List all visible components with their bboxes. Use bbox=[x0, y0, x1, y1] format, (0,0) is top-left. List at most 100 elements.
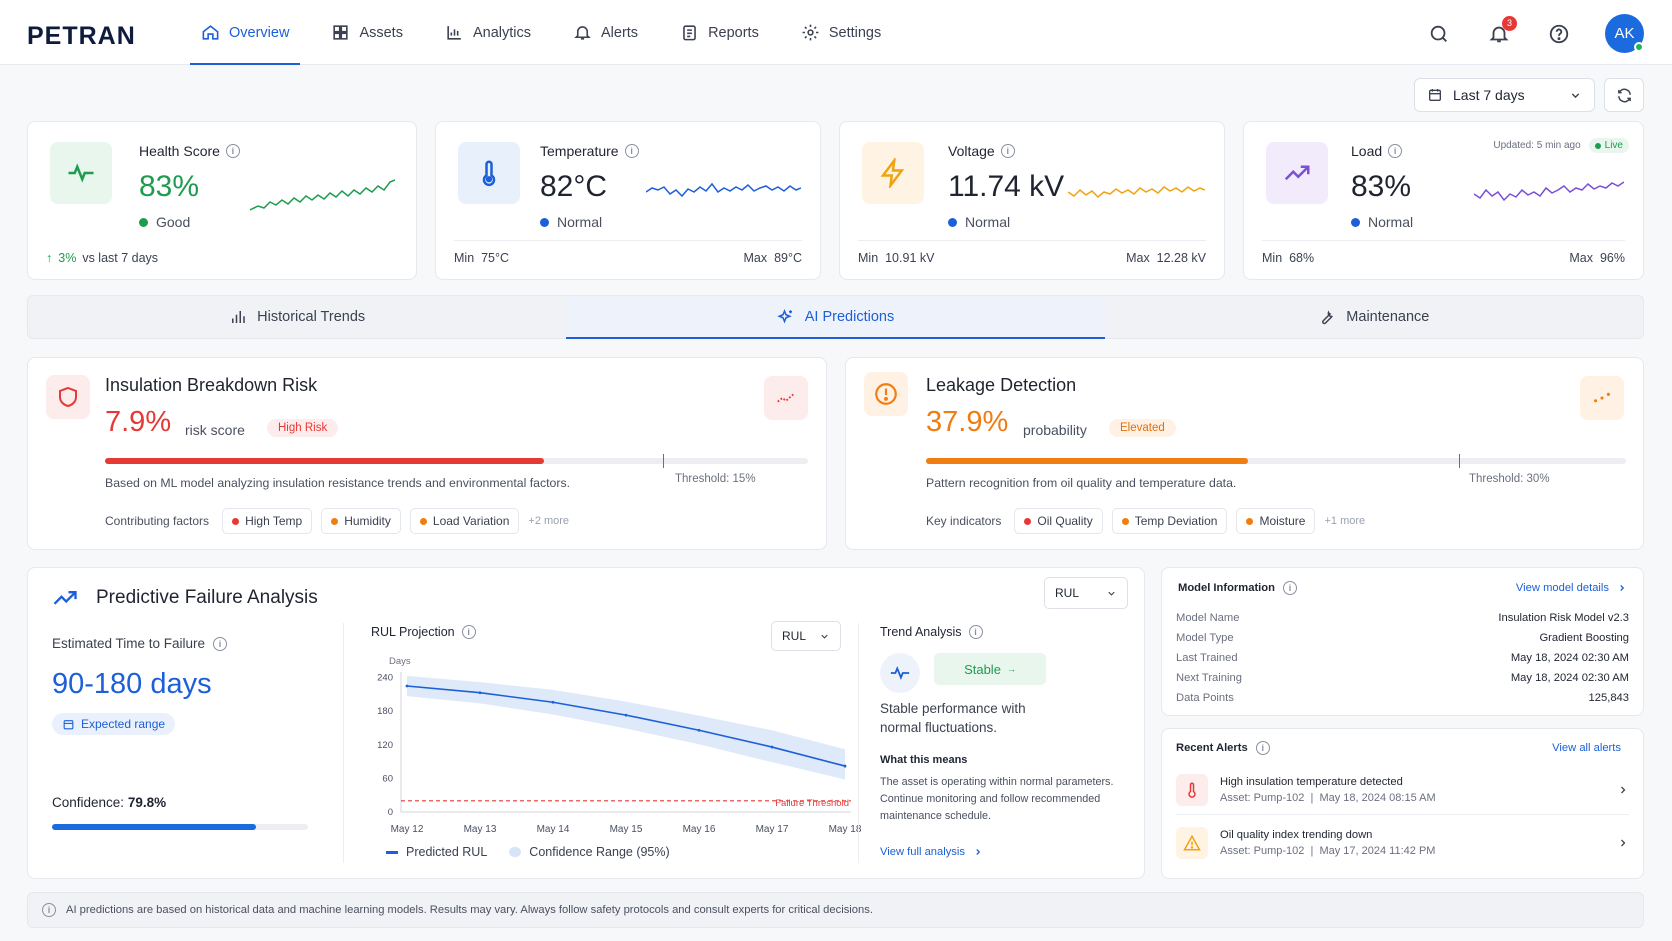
ettf-label: Estimated Time to Failure i bbox=[52, 636, 228, 651]
legend-label: Confidence Range (95%) bbox=[529, 845, 670, 859]
factor-chip[interactable]: Humidity bbox=[321, 508, 401, 534]
info-icon[interactable]: i bbox=[1282, 581, 1297, 595]
brand-logo[interactable]: PETRAN bbox=[27, 22, 136, 50]
trend-value: 3% bbox=[58, 251, 77, 265]
min-value: 75°C bbox=[481, 251, 510, 265]
date-range-value: Last 7 days bbox=[1453, 87, 1525, 103]
threshold-marker bbox=[1459, 454, 1460, 468]
tab-maintenance[interactable]: Maintenance bbox=[1105, 296, 1643, 338]
info-icon[interactable]: i bbox=[624, 144, 639, 158]
info-icon[interactable]: i bbox=[1000, 144, 1015, 158]
factor-chip[interactable]: Oil Quality bbox=[1014, 508, 1103, 534]
x-tick-label: May 18 bbox=[829, 824, 861, 835]
expected-range-text: Expected range bbox=[81, 717, 166, 731]
help-button[interactable] bbox=[1545, 20, 1573, 48]
legend-label: Predicted RUL bbox=[406, 845, 488, 859]
pulse-icon bbox=[68, 163, 94, 183]
rul-select[interactable]: RUL bbox=[771, 621, 841, 651]
view-full-analysis-link[interactable]: View full analysis bbox=[880, 846, 983, 858]
chevron-right-icon bbox=[1621, 839, 1626, 847]
refresh-button[interactable] bbox=[1604, 78, 1644, 112]
rul-legend: Predicted RUL Confidence Range (95%) bbox=[386, 845, 670, 859]
kpi-label: Load i bbox=[1351, 143, 1403, 159]
card-title: Leakage Detection bbox=[926, 375, 1077, 395]
chart-icon bbox=[447, 26, 461, 40]
alert-asset: Asset: Pump-102 bbox=[1220, 845, 1305, 857]
nav-reports[interactable]: Reports bbox=[669, 0, 770, 65]
view-model-details-link[interactable]: View model details bbox=[1516, 582, 1627, 594]
kpi-voltage: Voltage i 11.74 kV Normal Min 10.91 kV M… bbox=[839, 121, 1225, 280]
select-value: RUL bbox=[1055, 586, 1080, 600]
trend-status-text: Stable bbox=[964, 661, 1001, 677]
more-factors-link[interactable]: +2 more bbox=[528, 515, 570, 527]
factors-label: Contributing factors bbox=[105, 514, 210, 528]
notifications-button[interactable]: 3 bbox=[1485, 15, 1517, 48]
scatter-icon-button[interactable] bbox=[1580, 376, 1624, 420]
date-range-select[interactable]: Last 7 days bbox=[1414, 78, 1595, 112]
alert-item[interactable]: Oil quality index trending down Asset: P… bbox=[1176, 818, 1629, 868]
x-tick-label: May 12 bbox=[391, 824, 424, 835]
trend-text: vs last 7 days bbox=[82, 251, 159, 265]
alert-time: May 18, 2024 08:15 AM bbox=[1319, 791, 1436, 804]
search-button[interactable] bbox=[1425, 20, 1453, 48]
factor-chip[interactable]: Temp Deviation bbox=[1111, 508, 1228, 534]
factor-chip[interactable]: High Temp bbox=[222, 508, 313, 534]
sparkles-icon bbox=[776, 308, 792, 324]
trending-up-icon bbox=[1284, 165, 1310, 181]
risk-value: 7.9% bbox=[105, 406, 172, 438]
factor-chip[interactable]: Load Variation bbox=[409, 508, 520, 534]
info-icon[interactable]: i bbox=[1255, 741, 1270, 755]
nav-overview[interactable]: Overview bbox=[190, 0, 301, 65]
arrow-up-icon: ↑ bbox=[46, 251, 53, 265]
calendar-icon bbox=[1429, 89, 1441, 101]
model-row-key: Model Name bbox=[1176, 612, 1240, 624]
trend-icon-button[interactable] bbox=[764, 376, 808, 420]
calendar-icon bbox=[63, 719, 74, 729]
kpi-value: 11.74 kV bbox=[948, 170, 1065, 203]
trend-status-badge: Stable → bbox=[934, 653, 1046, 685]
nav-assets[interactable]: Assets bbox=[320, 0, 414, 65]
tab-ai-predictions[interactable]: AI Predictions bbox=[566, 296, 1105, 339]
tab-historical-trends[interactable]: Historical Trends bbox=[28, 296, 566, 338]
nav-settings[interactable]: Settings bbox=[790, 0, 892, 65]
top-right-actions: 3 AK bbox=[1425, 14, 1644, 53]
view-all-alerts-link[interactable]: View all alerts bbox=[1552, 742, 1621, 754]
kpi-footer: Min 10.91 kV Max 12.28 kV bbox=[858, 240, 1206, 265]
nav-label: Assets bbox=[359, 24, 403, 41]
nav-label: Analytics bbox=[472, 24, 531, 41]
info-icon[interactable]: i bbox=[1388, 144, 1403, 158]
factor-chip[interactable]: Moisture bbox=[1236, 508, 1316, 534]
model-row: Next Training May 18, 2024 02:30 AM bbox=[1176, 672, 1629, 684]
model-row-value: Insulation Risk Model v2.3 bbox=[1498, 612, 1629, 624]
pfa-metric-select[interactable]: RUL bbox=[1044, 577, 1128, 609]
confidence-band bbox=[407, 675, 845, 780]
factor-label: Moisture bbox=[1259, 514, 1306, 528]
status-dot bbox=[540, 217, 549, 227]
min-value: 68% bbox=[1289, 251, 1315, 265]
nav-alerts[interactable]: Alerts bbox=[562, 0, 649, 65]
live-text: Live bbox=[1604, 140, 1623, 151]
link-text: View model details bbox=[1515, 582, 1609, 594]
divider bbox=[858, 623, 859, 863]
nav-analytics[interactable]: Analytics bbox=[434, 0, 542, 65]
rul-title-text: RUL Projection bbox=[371, 625, 455, 639]
ettf-value: 90-180 days bbox=[52, 668, 212, 700]
info-icon[interactable]: i bbox=[225, 144, 240, 158]
factor-dot bbox=[232, 517, 240, 525]
factor-label: Humidity bbox=[344, 514, 391, 528]
threshold-label: Failure Threshold bbox=[775, 798, 849, 809]
y-tick-label: 240 bbox=[377, 673, 393, 684]
risk-progress-track bbox=[105, 458, 808, 464]
more-factors-link[interactable]: +1 more bbox=[1324, 515, 1366, 527]
alert-item[interactable]: High insulation temperature detected Ass… bbox=[1176, 765, 1629, 815]
user-avatar[interactable]: AK bbox=[1605, 14, 1644, 53]
kpi-status-text: Good bbox=[156, 214, 191, 230]
info-icon[interactable]: i bbox=[968, 625, 983, 639]
info-icon[interactable]: i bbox=[213, 636, 228, 651]
select-value: RUL bbox=[782, 629, 807, 643]
max-value: 96% bbox=[1599, 251, 1625, 265]
avatar-initials: AK bbox=[1614, 25, 1635, 42]
info-icon[interactable]: i bbox=[461, 625, 476, 639]
alert-icon-box bbox=[1176, 827, 1208, 859]
kpi-value: 83% bbox=[1351, 170, 1412, 203]
